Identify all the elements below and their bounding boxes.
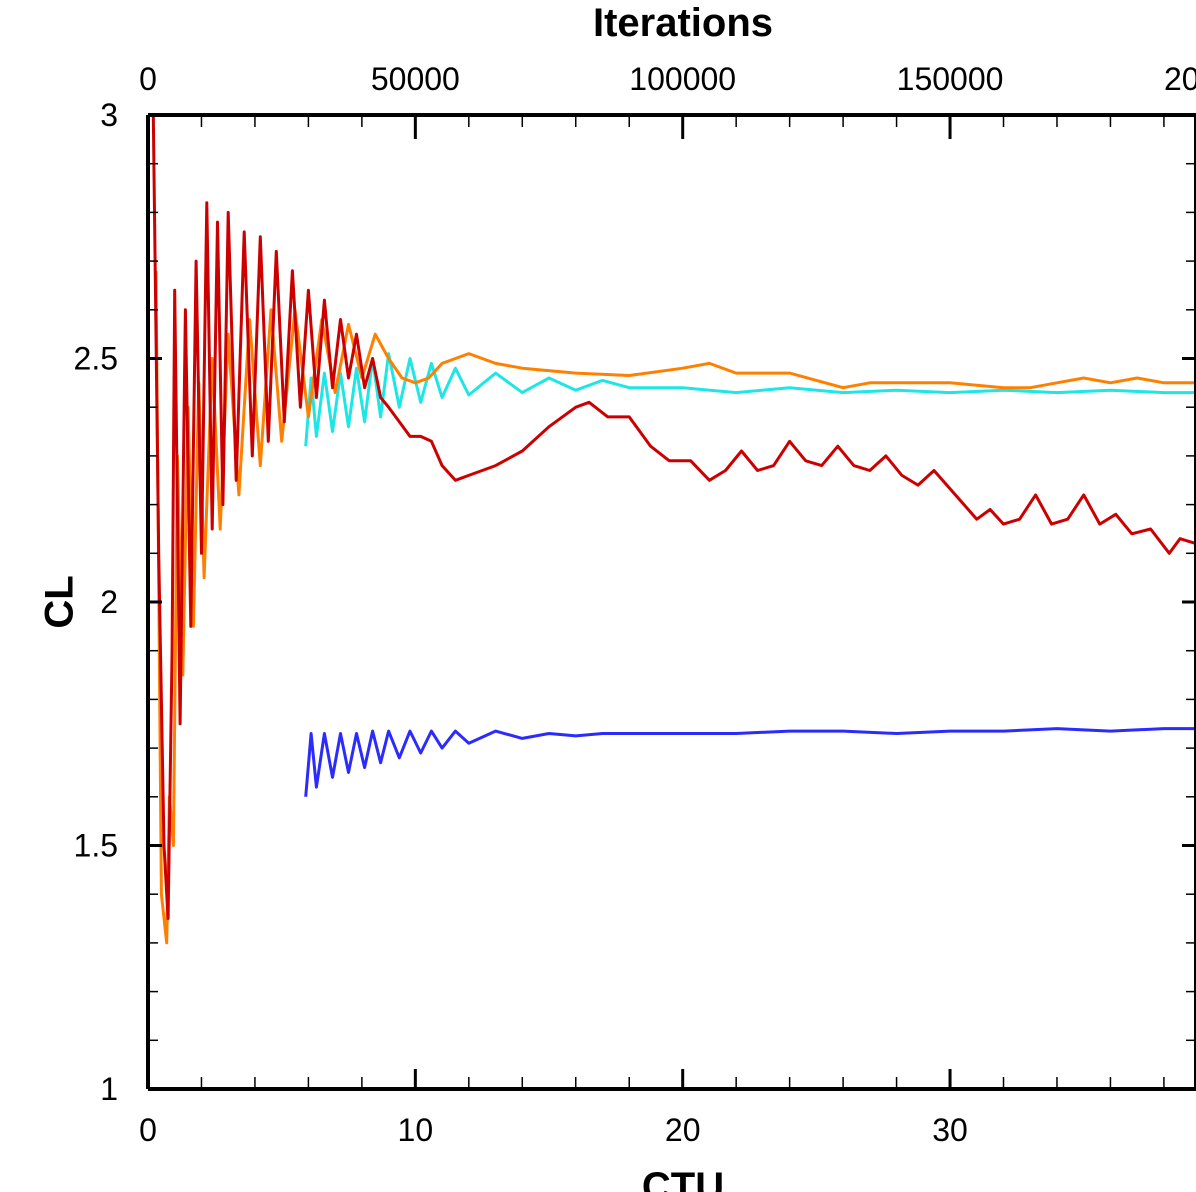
top-axis-title: Iterations [593,1,773,45]
x-tick-label: 30 [932,1112,968,1148]
y-tick-label: 3 [100,97,118,133]
series-line [304,727,1196,797]
x-tick-label: 20 [665,1112,701,1148]
x-tick-label: 0 [139,1112,157,1148]
x-tick-label: 10 [398,1112,434,1148]
y-tick-label: 2.5 [74,341,118,377]
top-tick-label: 200000 [1164,61,1196,97]
x-axis-title: CTU [642,1165,724,1192]
top-tick-label: 150000 [897,61,1004,97]
series-line [304,352,1196,447]
top-tick-label: 100000 [629,61,736,97]
y-tick-label: 1 [100,1071,118,1107]
y-axis-title: CL [38,575,82,628]
series-line [154,270,1196,945]
top-tick-label: 0 [139,61,157,97]
y-tick-label: 1.5 [74,828,118,864]
series-line [151,114,1196,920]
y-tick-label: 2 [100,584,118,620]
top-tick-label: 50000 [371,61,460,97]
